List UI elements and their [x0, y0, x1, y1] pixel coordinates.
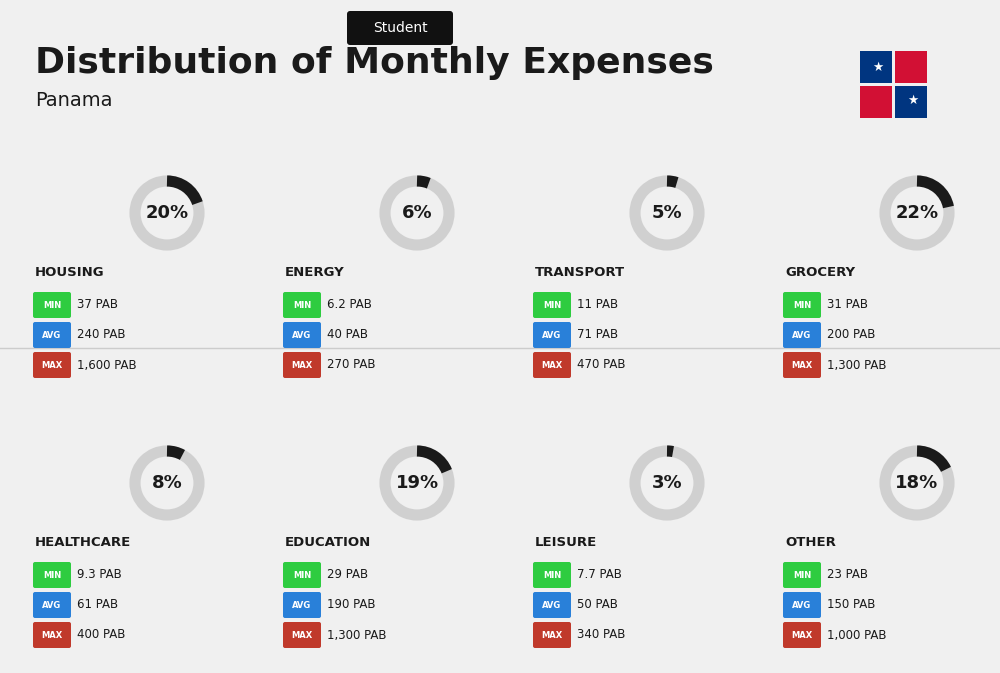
- Text: 150 PAB: 150 PAB: [827, 598, 875, 612]
- Text: TRANSPORT: TRANSPORT: [535, 267, 625, 279]
- FancyBboxPatch shape: [283, 352, 321, 378]
- Text: 40 PAB: 40 PAB: [327, 328, 368, 341]
- Text: 18%: 18%: [895, 474, 939, 492]
- Text: 22%: 22%: [895, 204, 939, 222]
- Text: 11 PAB: 11 PAB: [577, 299, 618, 312]
- Text: 50 PAB: 50 PAB: [577, 598, 618, 612]
- Text: OTHER: OTHER: [785, 536, 836, 549]
- Text: HEALTHCARE: HEALTHCARE: [35, 536, 131, 549]
- Text: 6.2 PAB: 6.2 PAB: [327, 299, 372, 312]
- Text: AVG: AVG: [542, 330, 562, 339]
- Text: ★: ★: [907, 94, 918, 107]
- Text: 270 PAB: 270 PAB: [327, 359, 376, 371]
- Text: MAX: MAX: [41, 631, 63, 639]
- Text: Distribution of Monthly Expenses: Distribution of Monthly Expenses: [35, 46, 714, 80]
- Text: AVG: AVG: [792, 330, 812, 339]
- FancyBboxPatch shape: [283, 592, 321, 618]
- FancyBboxPatch shape: [283, 562, 321, 588]
- Text: AVG: AVG: [542, 600, 562, 610]
- Text: 1,000 PAB: 1,000 PAB: [827, 629, 887, 641]
- Text: MIN: MIN: [793, 571, 811, 579]
- Text: MIN: MIN: [43, 301, 61, 310]
- FancyBboxPatch shape: [783, 322, 821, 348]
- Text: 6%: 6%: [402, 204, 432, 222]
- Text: 5%: 5%: [652, 204, 682, 222]
- Text: 1,600 PAB: 1,600 PAB: [77, 359, 137, 371]
- FancyBboxPatch shape: [860, 86, 892, 118]
- Text: AVG: AVG: [792, 600, 812, 610]
- FancyBboxPatch shape: [860, 51, 892, 83]
- FancyBboxPatch shape: [533, 562, 571, 588]
- Text: MIN: MIN: [293, 301, 311, 310]
- Text: ENERGY: ENERGY: [285, 267, 345, 279]
- Text: MIN: MIN: [543, 301, 561, 310]
- Text: MIN: MIN: [793, 301, 811, 310]
- FancyBboxPatch shape: [33, 322, 71, 348]
- Text: 470 PAB: 470 PAB: [577, 359, 626, 371]
- Text: AVG: AVG: [292, 330, 312, 339]
- Text: 71 PAB: 71 PAB: [577, 328, 618, 341]
- Text: 1,300 PAB: 1,300 PAB: [827, 359, 887, 371]
- Text: MAX: MAX: [41, 361, 63, 369]
- Text: GROCERY: GROCERY: [785, 267, 855, 279]
- Text: MAX: MAX: [541, 631, 563, 639]
- FancyBboxPatch shape: [283, 322, 321, 348]
- Text: MAX: MAX: [541, 361, 563, 369]
- Text: MAX: MAX: [791, 361, 813, 369]
- Text: 3%: 3%: [652, 474, 682, 492]
- FancyBboxPatch shape: [783, 292, 821, 318]
- FancyBboxPatch shape: [533, 592, 571, 618]
- Text: 190 PAB: 190 PAB: [327, 598, 376, 612]
- Text: ★: ★: [872, 61, 883, 73]
- FancyBboxPatch shape: [533, 322, 571, 348]
- Text: 29 PAB: 29 PAB: [327, 569, 368, 581]
- Text: EDUCATION: EDUCATION: [285, 536, 371, 549]
- FancyBboxPatch shape: [283, 292, 321, 318]
- Text: MAX: MAX: [791, 631, 813, 639]
- FancyBboxPatch shape: [33, 352, 71, 378]
- FancyBboxPatch shape: [783, 562, 821, 588]
- FancyBboxPatch shape: [283, 622, 321, 648]
- FancyBboxPatch shape: [895, 51, 927, 83]
- FancyBboxPatch shape: [783, 352, 821, 378]
- Text: 1,300 PAB: 1,300 PAB: [327, 629, 386, 641]
- Text: AVG: AVG: [42, 330, 62, 339]
- FancyBboxPatch shape: [33, 592, 71, 618]
- Text: 20%: 20%: [145, 204, 189, 222]
- FancyBboxPatch shape: [33, 622, 71, 648]
- FancyBboxPatch shape: [533, 622, 571, 648]
- Text: LEISURE: LEISURE: [535, 536, 597, 549]
- FancyBboxPatch shape: [33, 562, 71, 588]
- FancyBboxPatch shape: [895, 86, 927, 118]
- FancyBboxPatch shape: [783, 622, 821, 648]
- Text: MIN: MIN: [543, 571, 561, 579]
- Text: 37 PAB: 37 PAB: [77, 299, 118, 312]
- Text: 23 PAB: 23 PAB: [827, 569, 868, 581]
- Text: AVG: AVG: [42, 600, 62, 610]
- FancyBboxPatch shape: [533, 352, 571, 378]
- FancyBboxPatch shape: [533, 292, 571, 318]
- FancyBboxPatch shape: [33, 292, 71, 318]
- Text: HOUSING: HOUSING: [35, 267, 105, 279]
- Text: 31 PAB: 31 PAB: [827, 299, 868, 312]
- Text: 7.7 PAB: 7.7 PAB: [577, 569, 622, 581]
- Text: MIN: MIN: [43, 571, 61, 579]
- Text: MAX: MAX: [291, 361, 313, 369]
- Text: 200 PAB: 200 PAB: [827, 328, 875, 341]
- Text: AVG: AVG: [292, 600, 312, 610]
- FancyBboxPatch shape: [347, 11, 453, 45]
- Text: 9.3 PAB: 9.3 PAB: [77, 569, 122, 581]
- Text: Student: Student: [373, 21, 427, 35]
- Text: Panama: Panama: [35, 92, 112, 110]
- Text: 240 PAB: 240 PAB: [77, 328, 126, 341]
- Text: 61 PAB: 61 PAB: [77, 598, 118, 612]
- Text: 400 PAB: 400 PAB: [77, 629, 125, 641]
- Text: 19%: 19%: [395, 474, 439, 492]
- Text: MIN: MIN: [293, 571, 311, 579]
- Text: 340 PAB: 340 PAB: [577, 629, 625, 641]
- Text: MAX: MAX: [291, 631, 313, 639]
- FancyBboxPatch shape: [783, 592, 821, 618]
- Text: 8%: 8%: [152, 474, 182, 492]
